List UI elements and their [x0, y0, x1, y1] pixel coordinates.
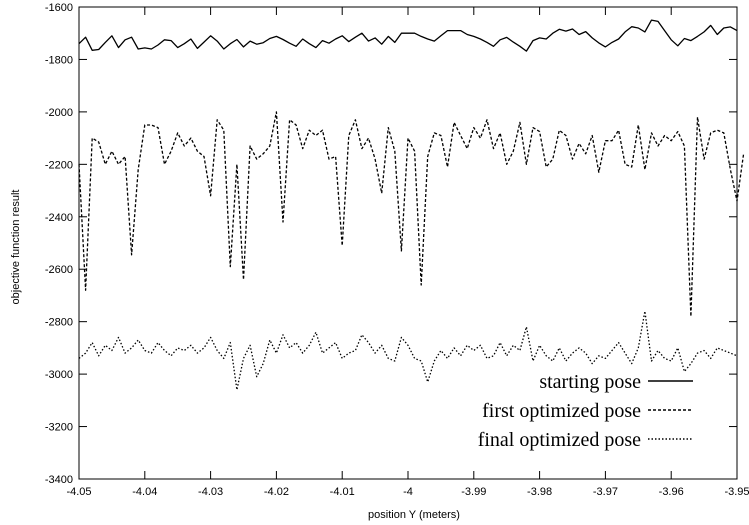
- x-tick-label: -4.05: [66, 486, 91, 498]
- y-tick-label: -2000: [45, 107, 73, 119]
- x-tick-label: -3.98: [527, 486, 552, 498]
- series-lines: [78, 19, 745, 391]
- x-tick-label: -4.04: [132, 486, 157, 498]
- y-tick-label: -3400: [45, 474, 73, 486]
- x-tick-label: -3.99: [461, 486, 486, 498]
- y-tick-label: -2800: [45, 317, 73, 329]
- x-axis-ticks: -4.05 -4.04 -4.03 -4.02 -4.01 -4 -3.99 -3.98 -3.…: [66, 7, 749, 498]
- y-tick-label: -2400: [45, 212, 73, 224]
- legend-label: first optimized pose: [482, 400, 641, 422]
- x-tick-label: -3.96: [659, 486, 684, 498]
- y-tick-label: -2200: [45, 159, 73, 171]
- x-tick-label: -3.95: [724, 486, 749, 498]
- x-axis-label: position Y (meters): [368, 509, 460, 521]
- series-line-1: [78, 19, 738, 52]
- legend-label: starting pose: [539, 371, 641, 393]
- x-tick-label: -4.02: [264, 486, 289, 498]
- x-tick-label: -3.97: [593, 486, 618, 498]
- y-tick-label: -1800: [45, 54, 73, 66]
- x-tick-label: -4.03: [198, 486, 223, 498]
- y-axis-label: objective function result: [10, 190, 22, 305]
- legend: starting pose first optimized pose final o…: [478, 371, 693, 451]
- series-line-3: [78, 310, 738, 391]
- y-tick-label: -2600: [45, 264, 73, 276]
- y-axis-ticks: -1600 -1800 -2000 -2200 -2400 -2600 -2800 -3000…: [45, 2, 737, 486]
- y-tick-label: -3200: [45, 422, 73, 434]
- series-line-2: [78, 111, 745, 318]
- x-tick-label: -4.01: [330, 486, 355, 498]
- y-tick-label: -3000: [45, 369, 73, 381]
- y-tick-label: -1600: [45, 2, 73, 14]
- x-tick-label: -4: [403, 486, 413, 498]
- legend-label: final optimized pose: [478, 429, 641, 451]
